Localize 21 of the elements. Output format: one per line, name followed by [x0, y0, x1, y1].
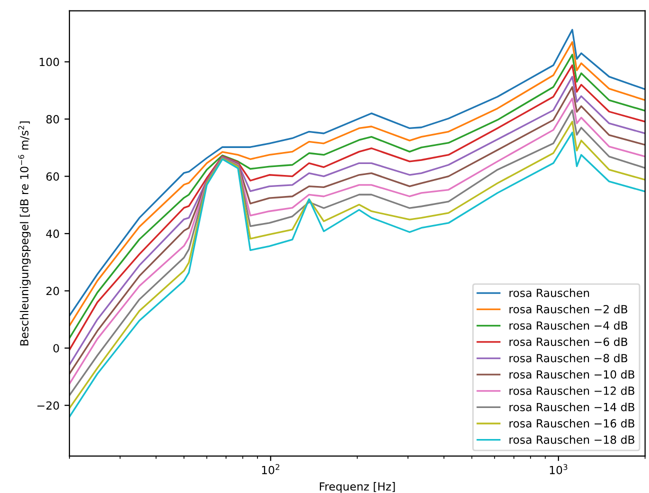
y-tick-label: 80 [46, 115, 59, 124]
legend-label: rosa Rauschen −14 dB [510, 402, 634, 412]
legend-label: rosa Rauschen [510, 288, 589, 298]
y-tick-label: −20 [37, 401, 59, 410]
legend-label: rosa Rauschen −10 dB [510, 370, 634, 379]
y-tick-label: 100 [40, 58, 59, 66]
y-axis-title: Beschleunigungspegel [dB re 10$^{−6}$ m/s$^{2}$] [18, 121, 31, 346]
y-tick-label: 60 [46, 172, 59, 181]
legend-label: rosa Rauschen −6 dB [510, 337, 628, 346]
legend-label: rosa Rauschen −2 dB [510, 304, 628, 314]
legend-label: rosa Rauschen −18 dB [510, 435, 634, 444]
legend-label: rosa Rauschen −16 dB [510, 418, 634, 428]
y-tick-label: 20 [46, 286, 59, 296]
legend-label: rosa Rauschen −12 dB [510, 386, 634, 395]
x-tick-label: 10$^{2}$ [262, 464, 280, 474]
legend-label: rosa Rauschen −4 dB [510, 321, 628, 330]
x-tick-label: 10$^{3}$ [550, 464, 568, 474]
x-axis-title: Frequenz [Hz] [320, 482, 395, 493]
y-tick-label: 40 [46, 230, 59, 238]
legend-label: rosa Rauschen −8 dB [510, 354, 628, 362]
y-tick-label: 0 [53, 344, 59, 352]
